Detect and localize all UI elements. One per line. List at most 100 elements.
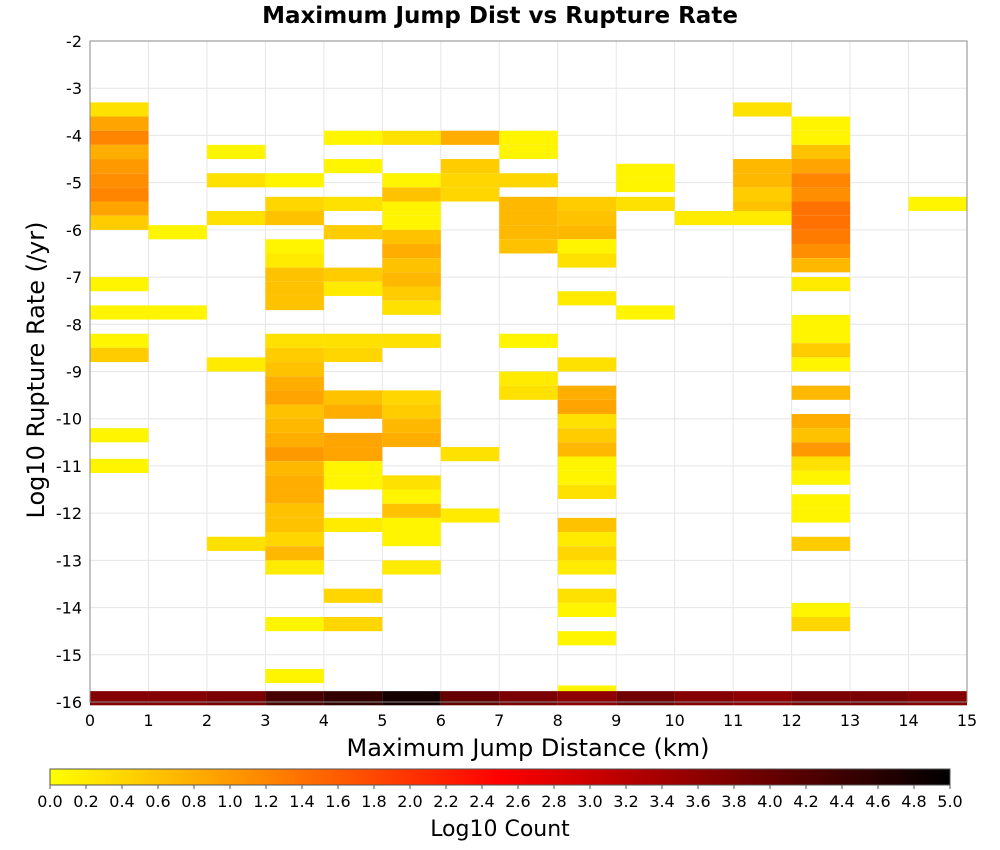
colorbar-tick-label: 3.2 [613, 792, 638, 811]
heatmap-cell [557, 291, 617, 306]
heatmap-cell [616, 177, 675, 193]
heatmap-cell [557, 225, 617, 240]
heatmap-cell [323, 461, 383, 476]
x-tick-label: 9 [611, 711, 621, 730]
colorbar-tick-label: 3.8 [721, 792, 746, 811]
heatmap-cell [90, 691, 149, 706]
heatmap-cell [557, 631, 617, 646]
heatmap-cell [90, 277, 149, 292]
heatmap-cell [499, 691, 558, 706]
heatmap-cell [791, 691, 851, 706]
colorbar-tick-label: 1.0 [217, 792, 242, 811]
heatmap-cell [265, 376, 324, 391]
heatmap-cell [265, 560, 324, 575]
heatmap-cell [323, 390, 383, 405]
heatmap-cell [440, 173, 500, 188]
y-tick-label: -9 [66, 363, 82, 382]
heatmap-cell [265, 503, 324, 518]
heatmap-cell [90, 173, 149, 188]
colorbar-tick-label: 0.8 [181, 792, 206, 811]
y-tick-label: -3 [66, 79, 82, 98]
heatmap-cell [733, 210, 792, 226]
heatmap-cell [382, 475, 441, 490]
heatmap-cell [265, 532, 324, 547]
heatmap-cell [90, 201, 149, 216]
x-tick-label: 8 [553, 711, 563, 730]
heatmap-cell [616, 691, 675, 706]
heatmap-cell [90, 458, 149, 474]
y-tick-label: -11 [56, 457, 82, 476]
heatmap-cell [791, 385, 851, 400]
y-axis-ticks: -2 -3 -4 -5 -6 -7 -8 -9 -10 -11 -12 -13 -14 -15 -16 [56, 32, 82, 712]
heatmap-cell [791, 602, 851, 618]
heatmap-cell [791, 258, 851, 273]
heatmap-cell [499, 225, 558, 240]
heatmap-cell [382, 560, 441, 575]
heatmap-cell [265, 517, 324, 533]
heatmap-cell [791, 144, 851, 160]
colorbar-tick-label: 2.8 [541, 792, 566, 811]
colorbar [49, 768, 951, 786]
heatmap-cell [499, 239, 558, 254]
y-tick-label: -4 [66, 126, 82, 145]
heatmap-cell [382, 215, 441, 230]
heatmap-cell [206, 536, 266, 551]
plot-frame [89, 40, 968, 703]
x-tick-label: 2 [202, 711, 212, 730]
heatmap-cell [440, 130, 500, 145]
heatmap-cell [323, 432, 383, 448]
colorbar-tick-label: 4.0 [757, 792, 782, 811]
y-tick-label: -6 [66, 221, 82, 240]
heatmap-cell [148, 305, 207, 320]
heatmap-cell [382, 258, 441, 273]
heatmap-cell [206, 144, 266, 160]
heatmap-cell [791, 508, 851, 523]
heatmap-cell [499, 144, 558, 160]
y-tick-label: -15 [56, 646, 82, 665]
heatmap-cell [791, 494, 851, 509]
heatmap-cell [791, 442, 851, 457]
heatmap-cell [557, 470, 617, 485]
heatmap-cell [90, 144, 149, 160]
heatmap-cell [791, 470, 851, 485]
heatmap-cell [90, 428, 149, 443]
heatmap-cell [265, 418, 324, 433]
heatmap-cell [90, 347, 149, 363]
heatmap-cell [265, 333, 324, 348]
heatmap-cell [791, 244, 851, 259]
heatmap-cell [382, 489, 441, 504]
heatmap-cell [557, 196, 617, 211]
heatmap-cell [382, 201, 441, 216]
heatmap-cell [265, 691, 324, 706]
heatmap-cell [616, 163, 675, 178]
colorbar-label: Log10 Count [430, 817, 570, 842]
heatmap-cell [791, 159, 851, 174]
y-tick-label: -5 [66, 174, 82, 193]
colorbar-tick-label: 1.8 [361, 792, 386, 811]
y-tick-label: -2 [66, 32, 82, 51]
heatmap-cell [206, 691, 266, 706]
heatmap-cell [440, 508, 500, 523]
heatmap-cell [674, 210, 734, 226]
heatmap-cell [557, 588, 617, 603]
heatmap-cell [382, 244, 441, 259]
heatmap-cell [323, 404, 383, 419]
heatmap-cell [265, 362, 324, 377]
heatmap-cell [557, 413, 617, 429]
heatmap-cell [265, 390, 324, 405]
colorbar-tick-label: 4.8 [901, 792, 926, 811]
heatmap-cells [90, 102, 967, 706]
heatmap-cell [90, 159, 149, 174]
colorbar-tick-label: 0.6 [145, 792, 170, 811]
heatmap-cell [323, 691, 383, 706]
heatmap-cell [499, 130, 558, 145]
heatmap-cell [557, 210, 617, 226]
heatmap-cell [440, 447, 500, 462]
heatmap-cell [382, 173, 441, 188]
colorbar-tick-label: 0.4 [109, 792, 134, 811]
heatmap-cell [265, 475, 324, 490]
heatmap-cell [791, 343, 851, 358]
heatmap-cell [908, 691, 967, 706]
x-tick-label: 11 [723, 711, 743, 730]
colorbar-tick-label: 1.6 [325, 792, 350, 811]
